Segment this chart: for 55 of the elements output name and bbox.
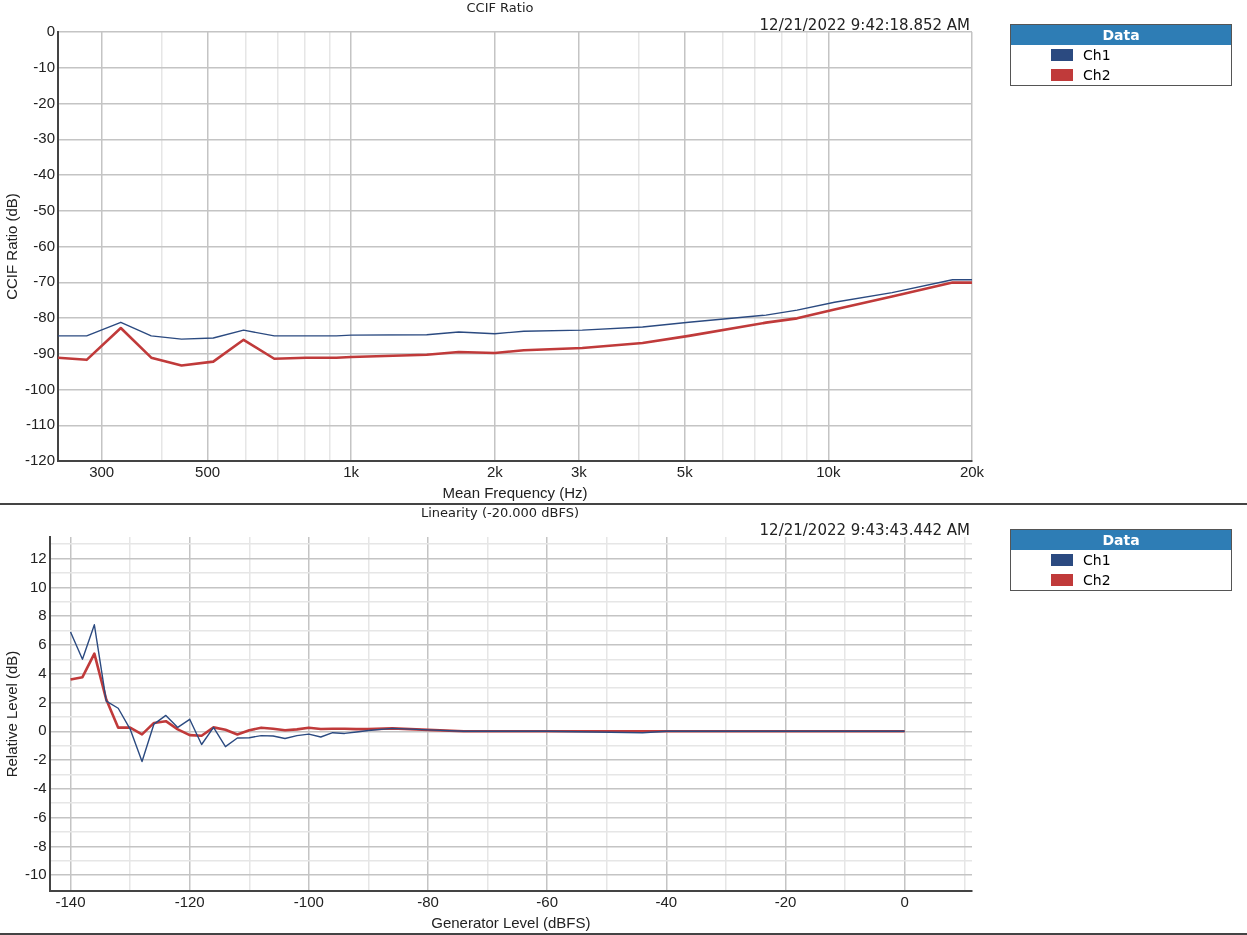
legend-title: Data <box>1011 25 1231 45</box>
y-tick-label: -10 <box>24 865 47 883</box>
y-tick-label: -100 <box>24 379 56 397</box>
x-tick-label: -20 <box>774 893 797 911</box>
y-tick-label: 10 <box>29 577 47 595</box>
x-tick-label: 3k <box>570 463 588 481</box>
x-tick-label: 2k <box>486 463 504 481</box>
x-tick-label: -140 <box>55 893 86 911</box>
legend-label: Ch1 <box>1083 47 1111 63</box>
x-axis-title: Mean Frequency (Hz) <box>442 484 588 502</box>
x-tick-label: -80 <box>417 893 439 911</box>
y-tick-label: -40 <box>33 165 56 183</box>
y-tick-label: -6 <box>33 807 47 825</box>
x-tick-label: 5k <box>676 463 694 481</box>
x-tick-label: 0 <box>900 893 909 911</box>
y-tick-label: -90 <box>33 343 56 361</box>
y-tick-label: -120 <box>24 451 56 469</box>
x-tick-label: -40 <box>655 893 678 911</box>
y-tick-label: -4 <box>33 778 47 796</box>
y-tick-label: -8 <box>33 836 47 854</box>
y-tick-label: -70 <box>33 272 56 290</box>
y-tick-label: 12 <box>29 548 47 566</box>
x-tick-label: -120 <box>174 893 205 911</box>
y-tick-label: -80 <box>33 308 56 326</box>
annotation: 12/21/2022 9:42:18.852 AM <box>759 16 970 34</box>
x-axis-title: Generator Level (dBFS) <box>431 914 591 932</box>
chart-title: Linearity (-20.000 dBFS) <box>419 505 581 520</box>
x-tick-label: 300 <box>89 463 115 481</box>
y-tick-label: -60 <box>33 236 56 254</box>
y-axis-title: CCIF Ratio (dB) <box>3 193 21 300</box>
x-tick-label: 10k <box>816 463 841 481</box>
y-tick-label: 0 <box>38 721 47 739</box>
x-tick-label: -60 <box>536 893 559 911</box>
y-tick-label: -20 <box>33 93 56 111</box>
y-tick-label: 4 <box>38 663 47 681</box>
y-tick-label: -110 <box>26 415 56 433</box>
y-axis-title: Relative Level (dB) <box>3 650 21 778</box>
legend-label: Ch2 <box>1083 67 1111 83</box>
legend-label: Ch1 <box>1083 552 1111 568</box>
x-tick-label: 20k <box>959 463 985 481</box>
y-tick-label: 8 <box>38 606 47 624</box>
y-tick-label: 2 <box>38 692 47 710</box>
legend-label: Ch2 <box>1083 572 1111 588</box>
legend-title: Data <box>1011 530 1231 550</box>
x-tick-label: -100 <box>293 893 324 911</box>
y-tick-label: 6 <box>38 635 47 653</box>
annotation: 12/21/2022 9:43:43.442 AM <box>759 521 970 539</box>
y-tick-label: -10 <box>33 57 56 75</box>
x-tick-label: 1k <box>343 463 360 481</box>
y-tick-label: -30 <box>33 129 56 147</box>
chart-title: CCIF Ratio <box>465 0 535 15</box>
y-tick-label: -2 <box>33 750 47 768</box>
x-tick-label: 500 <box>195 463 221 481</box>
y-tick-label: 0 <box>46 22 56 40</box>
y-tick-label: -50 <box>33 200 56 218</box>
